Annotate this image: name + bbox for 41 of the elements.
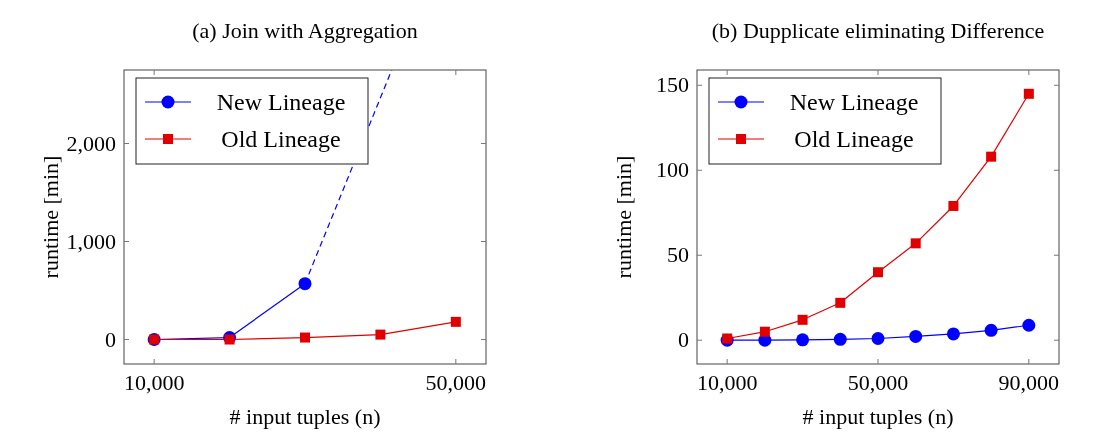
y-tick-label: 0 — [678, 327, 689, 353]
y-tick-label: 100 — [656, 157, 689, 183]
x-tick-label: 50,000 — [425, 370, 487, 395]
x-axis-title: # input tuples (n) — [802, 404, 954, 429]
point — [1023, 88, 1034, 99]
legend-label: New Lineage — [789, 89, 919, 115]
point — [797, 314, 808, 325]
point — [796, 333, 810, 347]
chart-title: (a) Join with Aggregation — [192, 18, 418, 43]
point — [948, 200, 959, 211]
x-tick-label: 50,000 — [847, 370, 909, 395]
legend-label: Old Lineage — [794, 126, 914, 152]
x-tick-label: 90,000 — [998, 370, 1060, 395]
point — [871, 332, 885, 346]
y-tick-label: 1,000 — [66, 228, 116, 254]
point — [759, 326, 770, 337]
point — [300, 332, 310, 343]
point — [946, 327, 960, 341]
point — [833, 332, 847, 346]
point — [986, 151, 997, 162]
y-tick-label: 2,000 — [66, 130, 116, 156]
point — [450, 316, 461, 327]
y-tick-label: 0 — [105, 326, 116, 352]
x-tick-label: 10,000 — [696, 370, 758, 395]
y-tick-label: 150 — [656, 72, 689, 98]
point — [873, 267, 883, 278]
point — [910, 238, 921, 249]
y-axis-title: runtime [min] — [38, 155, 63, 279]
point — [298, 277, 312, 291]
point — [909, 329, 923, 343]
x-tick-label: 10,000 — [123, 370, 185, 395]
point — [375, 329, 386, 340]
legend-label: New Lineage — [216, 89, 346, 115]
point — [1022, 318, 1036, 332]
y-axis-title: runtime [min] — [611, 155, 636, 279]
point — [835, 297, 846, 308]
legend-label: Old Lineage — [221, 126, 341, 152]
point — [984, 323, 998, 337]
chart-title: (b) Dupplicate eliminating Difference — [711, 18, 1045, 43]
x-axis-title: # input tuples (n) — [229, 404, 381, 429]
y-tick-label: 50 — [667, 242, 689, 268]
